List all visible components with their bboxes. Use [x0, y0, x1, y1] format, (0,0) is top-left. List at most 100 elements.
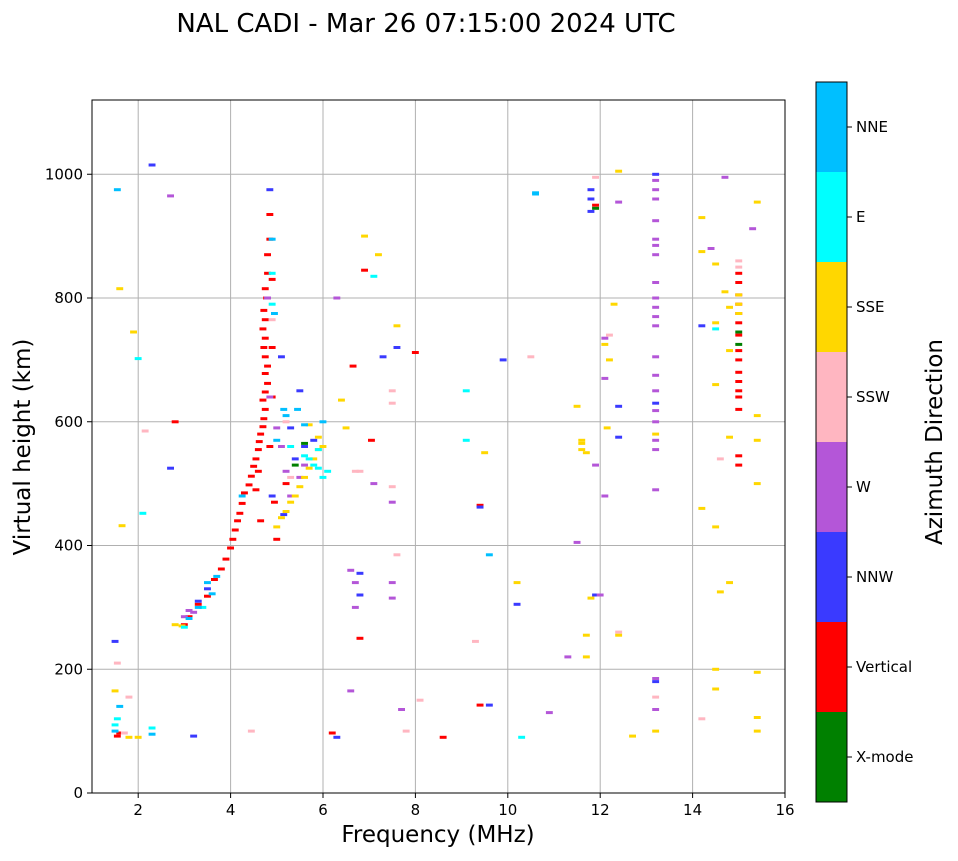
echo-point-e	[287, 445, 295, 448]
echo-point-vertical	[368, 438, 375, 442]
y-axis-label: Virtual height (km)	[10, 339, 36, 556]
echo-point-w	[296, 475, 304, 479]
echo-point-sse	[310, 457, 318, 461]
echo-point-vertical	[264, 271, 271, 275]
echo-point-vertical	[264, 253, 271, 257]
echo-point-e	[319, 475, 327, 479]
echo-point-ssw	[592, 175, 599, 179]
echo-point-nnw	[652, 401, 660, 405]
echo-point-sse	[753, 438, 761, 442]
colorbar-segment-sse	[816, 262, 847, 352]
echo-point-w	[545, 711, 553, 715]
echo-point-sse	[130, 330, 137, 334]
x-tick-label: 16	[775, 801, 794, 819]
echo-point-sse	[319, 445, 327, 448]
echo-point-e	[301, 454, 308, 458]
echo-point-nnw	[652, 680, 660, 684]
echo-point-nne	[273, 438, 281, 442]
echo-point-w	[652, 315, 660, 319]
echo-point-sse	[601, 342, 609, 346]
echo-point-e	[310, 463, 318, 467]
echo-point-vertical	[261, 372, 269, 375]
echo-point-sse	[578, 438, 586, 442]
echo-point-e	[111, 723, 119, 727]
echo-point-sse	[726, 581, 733, 585]
echo-point-vertical	[735, 358, 743, 362]
echo-point-w	[282, 469, 290, 473]
echo-point-sse	[610, 302, 618, 306]
echo-point-sse	[712, 687, 720, 691]
echo-point-sse	[712, 262, 720, 266]
echo-point-e	[324, 469, 332, 473]
echo-point-e	[314, 448, 322, 452]
echo-point-vertical	[735, 271, 743, 275]
echo-point-w	[652, 355, 660, 359]
echo-point-nne	[301, 423, 308, 427]
echo-point-vertical	[236, 511, 244, 515]
echo-point-vertical	[204, 594, 211, 598]
echo-point-nne	[268, 237, 276, 241]
echo-point-w	[351, 605, 359, 609]
echo-point-w	[652, 708, 660, 711]
echo-point-nnw	[356, 593, 364, 597]
colorbar-tick-label: E	[856, 208, 865, 226]
echo-point-w	[388, 596, 396, 600]
plot-frame	[91, 99, 786, 794]
echo-point-nne	[111, 729, 119, 733]
echo-point-w	[652, 488, 660, 492]
echo-point-ssw	[141, 429, 149, 433]
echo-point-vertical	[250, 464, 258, 468]
echo-point-vertical	[211, 578, 218, 581]
echo-point-vertical	[185, 615, 193, 619]
echo-point-sse	[712, 321, 720, 325]
echo-point-sse	[578, 448, 586, 452]
echo-point-vertical	[234, 519, 241, 523]
echo-point-sse	[305, 423, 313, 427]
y-tick-label: 0	[73, 784, 83, 802]
echo-point-sse	[513, 581, 521, 585]
echo-point-nnw	[268, 494, 276, 498]
echo-point-vertical	[271, 500, 278, 504]
echo-point-ssw	[402, 729, 410, 733]
echo-point-nnw	[194, 599, 202, 603]
y-tick-label: 400	[54, 537, 83, 555]
echo-point-sse	[615, 633, 623, 637]
axis-ticks: 2 4 6 8 10 12 14 16 0 200 400 600 800 1000	[45, 165, 795, 819]
echo-point-nnw	[287, 426, 295, 430]
echo-point-vertical	[241, 491, 248, 495]
echo-point-vertical	[259, 327, 267, 331]
echo-point-w	[573, 540, 581, 544]
echo-point-nnw	[266, 188, 274, 192]
colorbar-frame	[815, 81, 848, 803]
colorbar-tick-label: SSE	[856, 298, 885, 316]
echo-point-e	[518, 735, 526, 739]
echo-point-w	[592, 463, 599, 467]
echo-point-vertical	[255, 440, 263, 444]
echo-point-vertical	[268, 346, 276, 349]
echo-point-ssw	[615, 630, 623, 634]
echo-point-e	[199, 605, 207, 609]
echo-point-w	[388, 581, 396, 585]
echo-point-sse	[652, 432, 660, 436]
echo-point-w	[652, 188, 660, 192]
echo-point-sse	[582, 451, 590, 455]
colorbar-segment-nne	[816, 82, 847, 172]
echo-point-sse	[753, 414, 761, 418]
echo-point-vertical	[735, 407, 743, 411]
echo-point-vertical	[356, 636, 364, 640]
echo-point-nne	[113, 188, 121, 192]
echo-point-nnw	[485, 703, 493, 707]
echo-point-vertical	[261, 355, 269, 359]
echo-point-nne	[319, 420, 327, 424]
echo-point-w	[167, 194, 174, 198]
echo-point-ssw	[735, 265, 743, 269]
echo-point-vertical	[735, 463, 743, 467]
echo-point-nne	[282, 414, 290, 418]
echo-point-nnw	[280, 513, 288, 517]
echo-point-w	[652, 296, 660, 300]
echo-point-w	[652, 237, 660, 241]
echo-point-sse	[573, 404, 581, 408]
echo-point-ssw	[125, 695, 133, 699]
echo-point-nnw	[393, 346, 401, 349]
echo-point-vertical	[476, 503, 484, 507]
